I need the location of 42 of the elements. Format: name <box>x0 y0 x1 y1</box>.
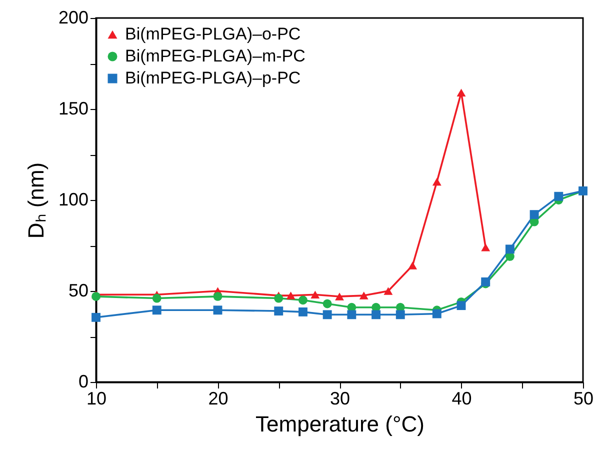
point <box>456 88 466 96</box>
point <box>505 244 514 254</box>
y-tick-label: 50 <box>68 280 88 300</box>
point <box>347 310 356 320</box>
legend-label: Bi(mPEG-PLGA)–m-PC <box>125 46 306 66</box>
x-tick-label: 40 <box>452 388 472 408</box>
x-axis-title: Temperature (°C) <box>256 412 424 436</box>
point <box>152 306 162 315</box>
x-tick-label: 10 <box>86 388 107 408</box>
point <box>322 299 332 308</box>
point <box>310 290 320 299</box>
point <box>213 292 222 301</box>
y-tick-label: 150 <box>58 98 88 118</box>
y-tick-label: 100 <box>58 190 88 210</box>
point <box>322 310 332 320</box>
point <box>554 192 564 201</box>
y-tick-label: 200 <box>58 8 88 28</box>
x-tick-label: 50 <box>573 388 594 408</box>
point <box>335 292 344 300</box>
point <box>359 292 368 300</box>
point <box>372 310 380 320</box>
point <box>432 178 442 186</box>
y-axis-title: Dₕ (nm) <box>23 162 48 239</box>
point <box>530 210 539 220</box>
point <box>298 296 308 305</box>
legend-label: Bi(mPEG-PLGA)–p-PC <box>125 68 301 88</box>
y-tick-label: 0 <box>78 372 88 392</box>
point <box>92 312 100 322</box>
point <box>298 307 308 316</box>
point <box>456 301 466 310</box>
point <box>152 294 162 303</box>
point <box>481 243 490 252</box>
point <box>384 287 393 295</box>
x-tick-label: 20 <box>208 388 228 408</box>
point <box>408 262 418 270</box>
legend-label: Bi(mPEG-PLGA)–o-PC <box>125 24 301 44</box>
point <box>432 309 442 318</box>
point <box>274 306 284 316</box>
x-tick-label: 30 <box>330 388 350 408</box>
point <box>213 306 222 315</box>
point <box>286 292 296 300</box>
point <box>396 310 405 320</box>
